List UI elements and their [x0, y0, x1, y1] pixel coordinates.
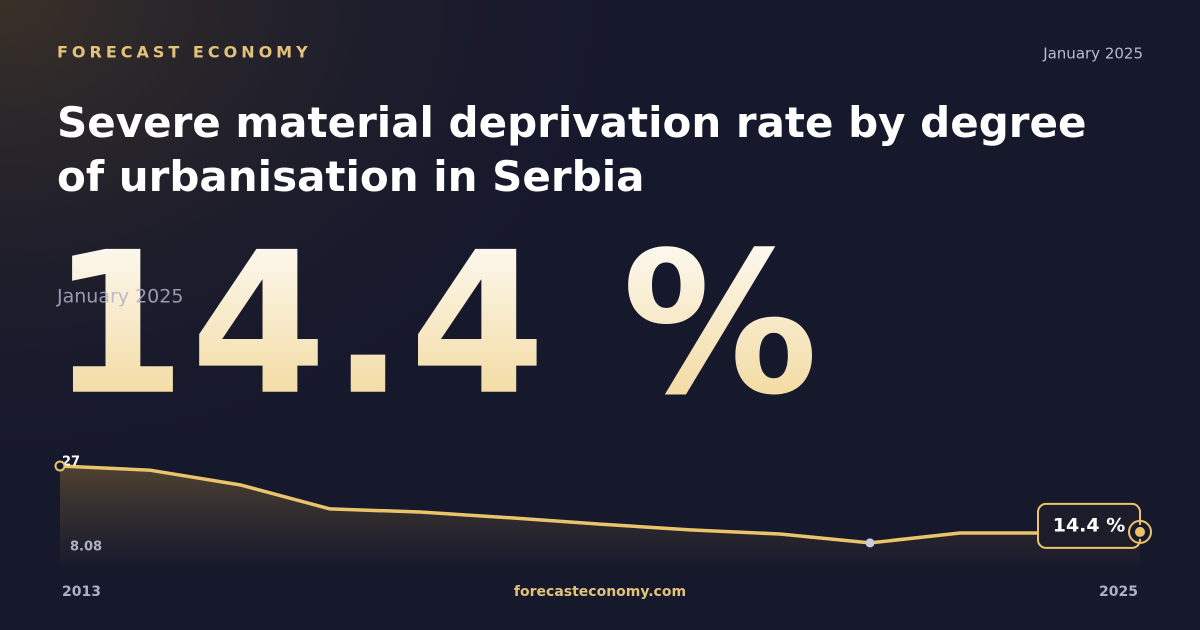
current-marker	[1133, 524, 1147, 539]
callout-label: 14.4 %	[1053, 514, 1126, 536]
x-tick-label: 2013	[62, 584, 101, 600]
area	[60, 466, 1140, 565]
sparkline: 8.08 27 2013 2025 14.4 %	[54, 455, 1152, 600]
current-ring	[1128, 519, 1152, 544]
y-tick-label: 27	[62, 455, 80, 470]
headline-date: January 2025	[56, 286, 183, 308]
footer: forecasteconomy.com	[514, 584, 686, 600]
brand: FORECAST ECONOMY	[57, 43, 312, 62]
y-tick-label: 8.08	[70, 540, 102, 555]
min-marker	[865, 538, 875, 548]
date: January 2025	[1042, 45, 1143, 63]
start-marker	[54, 460, 66, 472]
x-tick-label: 2025	[1099, 584, 1138, 600]
line	[59, 464, 1141, 545]
headline-value: 14.4 %	[50, 211, 822, 439]
chart-title: Severe material deprivation rate by degr…	[57, 98, 1086, 201]
